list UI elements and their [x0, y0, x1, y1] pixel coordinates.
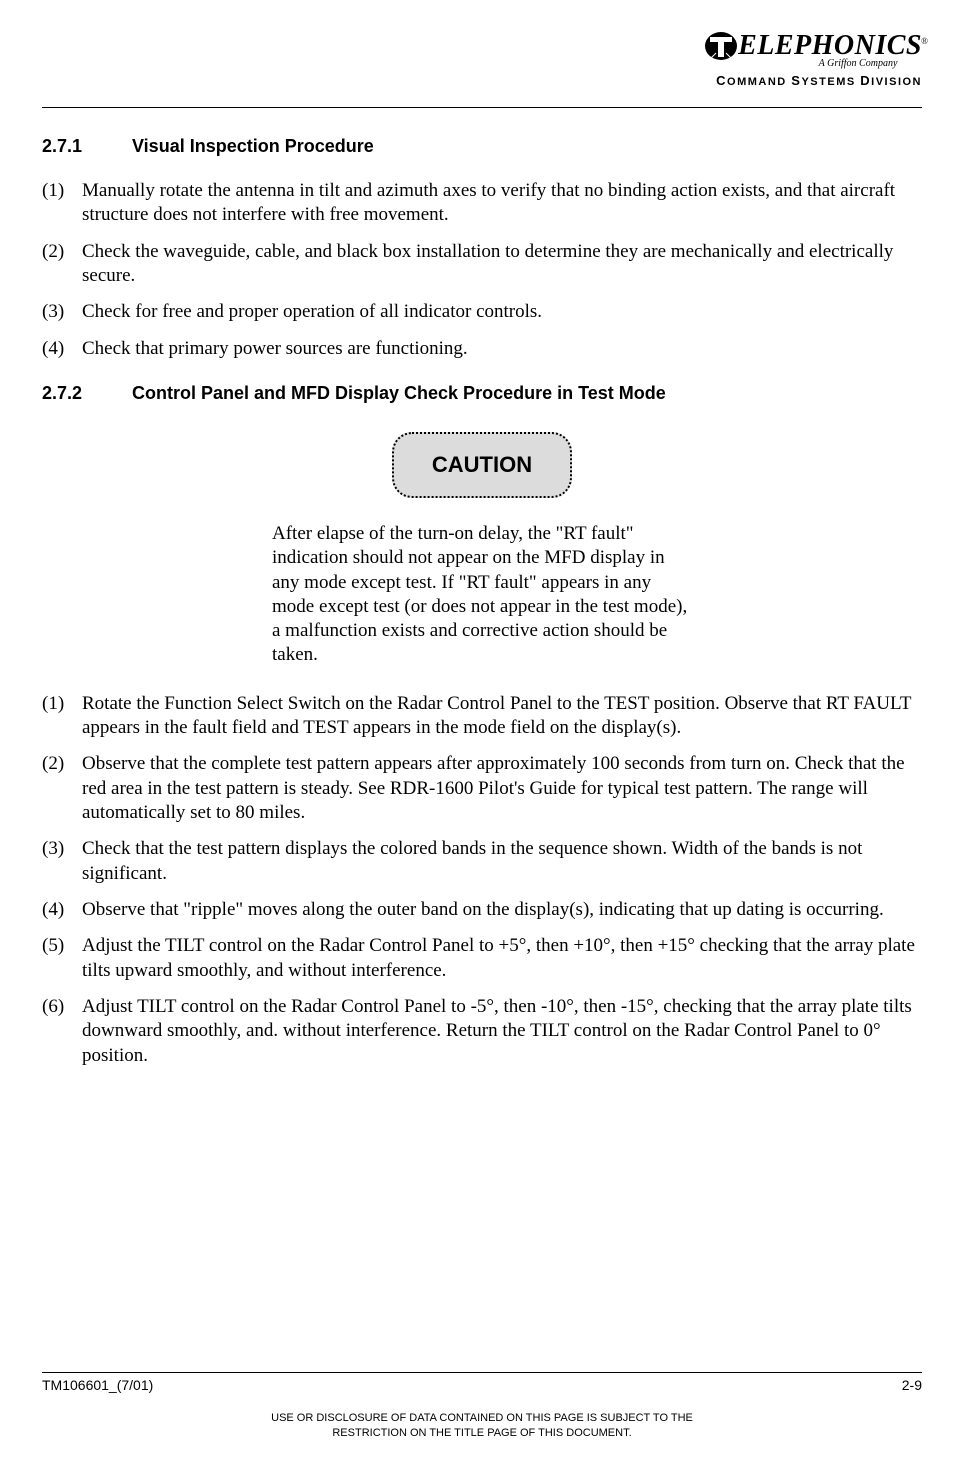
section-number: 2.7.2: [42, 383, 132, 404]
logo-t-icon: [704, 31, 738, 61]
logo-text: ELEPHONICS: [738, 30, 922, 62]
footer-row: TM106601_(7/01) 2-9: [42, 1377, 922, 1393]
footer-restriction: USE OR DISCLOSURE OF DATA CONTAINED ON T…: [42, 1411, 922, 1440]
section-heading-271: 2.7.1Visual Inspection Procedure: [42, 136, 922, 157]
list-item: (2) Check the waveguide, cable, and blac…: [42, 240, 922, 289]
list-item: (2) Observe that the complete test patte…: [42, 752, 922, 825]
page-number: 2-9: [902, 1377, 922, 1393]
company-logo: ELEPHONICS ®: [704, 30, 922, 62]
procedure-list-1: (1) Manually rotate the antenna in tilt …: [42, 179, 922, 361]
registered-mark: ®: [921, 36, 928, 46]
page-footer: TM106601_(7/01) 2-9 USE OR DISCLOSURE OF…: [42, 1372, 922, 1440]
section-title: Visual Inspection Procedure: [132, 136, 374, 156]
division-label: COMMAND SYSTEMS DIVISION: [704, 73, 922, 88]
section-number: 2.7.1: [42, 136, 132, 157]
list-item: (3) Check that the test pattern displays…: [42, 837, 922, 886]
company-logo-block: ELEPHONICS ® A Griffon Company COMMAND S…: [704, 30, 922, 88]
page-header: ELEPHONICS ® A Griffon Company COMMAND S…: [42, 30, 922, 108]
list-item: (1) Manually rotate the antenna in tilt …: [42, 179, 922, 228]
list-item: (3) Check for free and proper operation …: [42, 300, 922, 324]
list-item: (6) Adjust TILT control on the Radar Con…: [42, 995, 922, 1068]
list-item: (4) Observe that "ripple" moves along th…: [42, 898, 922, 922]
footer-rule: [42, 1372, 922, 1373]
section-heading-272: 2.7.2Control Panel and MFD Display Check…: [42, 383, 922, 404]
caution-box: CAUTION: [392, 432, 572, 498]
list-item: (1) Rotate the Function Select Switch on…: [42, 692, 922, 741]
caution-text: After elapse of the turn-on delay, the "…: [272, 522, 692, 668]
document-id: TM106601_(7/01): [42, 1377, 153, 1393]
caution-container: CAUTION: [42, 432, 922, 498]
section-title: Control Panel and MFD Display Check Proc…: [132, 383, 666, 403]
list-item: (4) Check that primary power sources are…: [42, 337, 922, 361]
procedure-list-2: (1) Rotate the Function Select Switch on…: [42, 692, 922, 1068]
document-page: ELEPHONICS ® A Griffon Company COMMAND S…: [0, 0, 964, 1466]
list-item: (5) Adjust the TILT control on the Radar…: [42, 934, 922, 983]
